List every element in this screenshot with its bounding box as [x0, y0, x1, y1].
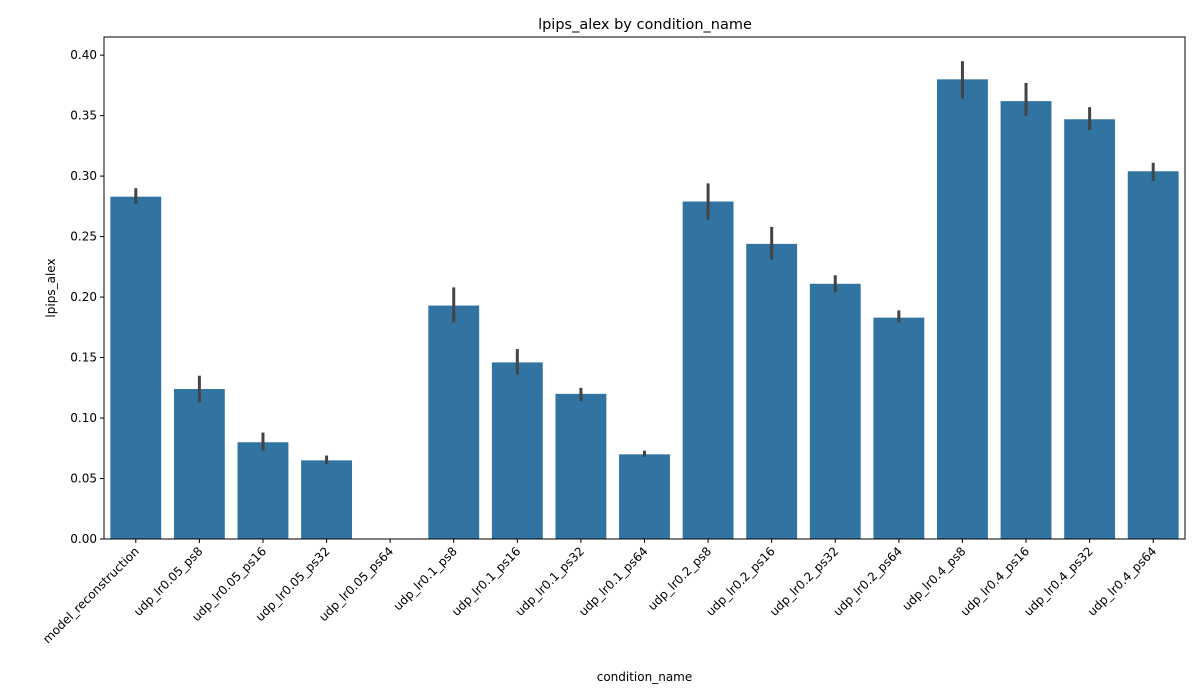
y-tick-label: 0.20 — [70, 290, 97, 304]
x-tick-label: udp_lr0.4_ps16 — [958, 544, 1032, 618]
y-tick-label: 0.35 — [70, 109, 97, 123]
bar-udp_lr0.2_ps64 — [873, 317, 925, 539]
bar-udp_lr0.2_ps32 — [809, 283, 861, 539]
x-tick-label: udp_lr0.4_ps8 — [899, 544, 968, 613]
bar-udp_lr0.1_ps8 — [428, 305, 480, 539]
x-tick-label: udp_lr0.4_ps32 — [1021, 544, 1095, 618]
x-tick-label: udp_lr0.2_ps64 — [830, 544, 904, 618]
x-tick-label: udp_lr0.4_ps64 — [1085, 544, 1159, 618]
x-tick-label: udp_lr0.1_ps32 — [513, 544, 587, 618]
bar-udp_lr0.4_ps32 — [1064, 119, 1116, 539]
bar-udp_lr0.2_ps16 — [746, 243, 798, 539]
bars-group — [110, 79, 1179, 540]
bar-udp_lr0.05_ps16 — [237, 442, 289, 539]
x-axis-label: condition_name — [597, 670, 693, 684]
x-tick-label: udp_lr0.1_ps16 — [449, 544, 523, 618]
bar-udp_lr0.4_ps16 — [1000, 101, 1052, 539]
chart-title: lpips_alex by condition_name — [538, 17, 752, 33]
y-tick-label: 0.00 — [70, 532, 97, 546]
y-tick-label: 0.05 — [70, 472, 97, 486]
bar-udp_lr0.05_ps8 — [173, 389, 225, 539]
x-tick-label: udp_lr0.1_ps64 — [576, 544, 650, 618]
bar-udp_lr0.1_ps32 — [555, 393, 607, 539]
bar-udp_lr0.4_ps8 — [937, 79, 988, 540]
y-tick-label: 0.15 — [70, 351, 97, 365]
x-tick-label: udp_lr0.2_ps32 — [767, 544, 841, 618]
x-tick-label: udp_lr0.05_ps8 — [131, 544, 205, 618]
y-tick-label: 0.30 — [70, 169, 97, 183]
bar-udp_lr0.05_ps32 — [301, 460, 352, 539]
y-axis-label: lpips_alex — [44, 258, 58, 317]
x-tick-label: udp_lr0.2_ps16 — [703, 544, 777, 618]
y-axis: 0.00 0.05 0.10 0.15 0.20 0.25 0.30 0.35 0.40 — [70, 48, 104, 546]
y-tick-label: 0.40 — [70, 48, 97, 62]
bar-udp_lr0.1_ps64 — [619, 454, 670, 539]
x-tick-label: model_reconstruction — [40, 544, 142, 646]
y-tick-label: 0.10 — [70, 411, 97, 425]
bar-udp_lr0.2_ps8 — [682, 201, 734, 539]
error-bars-group — [134, 61, 1155, 465]
x-tick-label: udp_lr0.1_ps8 — [391, 544, 460, 613]
bar-udp_lr0.1_ps16 — [491, 362, 543, 539]
bar-udp_lr0.4_ps64 — [1127, 171, 1179, 539]
y-tick-label: 0.25 — [70, 230, 97, 244]
x-tick-label: udp_lr0.2_ps8 — [645, 544, 714, 613]
bar-model_reconstruction — [110, 196, 162, 539]
